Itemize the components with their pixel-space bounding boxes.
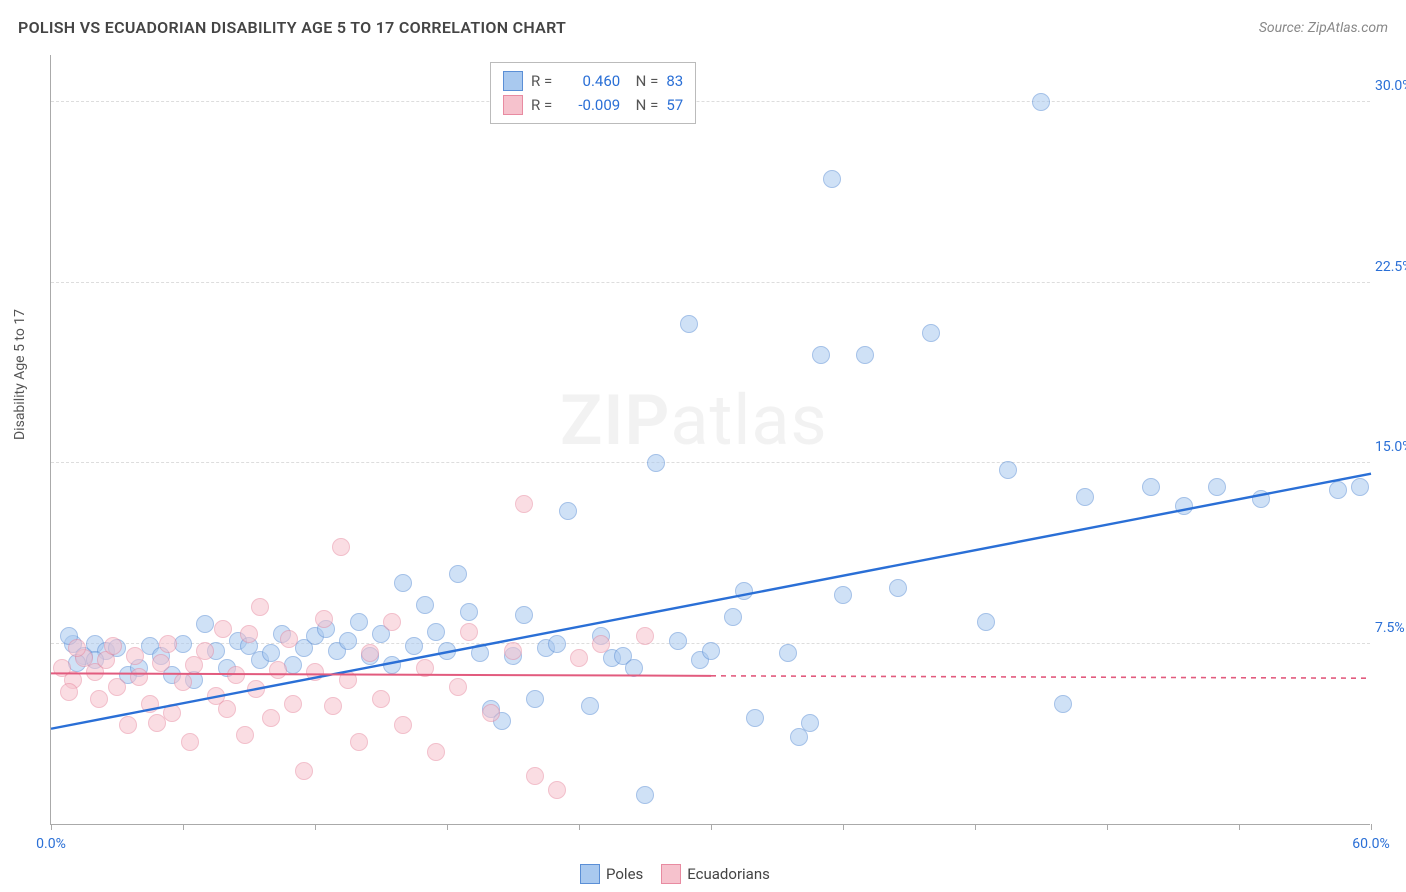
- legend-swatch: [503, 71, 523, 91]
- y-tick-label: 7.5%: [1375, 620, 1406, 636]
- source-credit: Source: ZipAtlas.com: [1259, 20, 1388, 36]
- legend-swatch: [503, 95, 523, 115]
- series-legend: Poles Ecuadorians: [580, 864, 770, 884]
- y-tick-label: 30.0%: [1375, 78, 1406, 94]
- legend-swatch: [580, 864, 600, 884]
- x-tick-label: 0.0%: [36, 836, 66, 852]
- y-axis-label: Disability Age 5 to 17: [12, 309, 28, 440]
- series-legend-label: Ecuadorians: [687, 865, 770, 883]
- trendlines-layer: [51, 55, 1370, 824]
- trendline: [711, 676, 1371, 678]
- x-tick: [579, 824, 580, 830]
- stat-n-label: N =: [628, 72, 658, 90]
- series-legend-item: Poles: [580, 864, 643, 884]
- x-tick: [315, 824, 316, 830]
- series-legend-item: Ecuadorians: [661, 864, 770, 884]
- x-tick: [843, 824, 844, 830]
- correlation-legend-row: R = -0.009 N = 57: [503, 93, 683, 117]
- x-tick: [183, 824, 184, 830]
- chart-title: POLISH VS ECUADORIAN DISABILITY AGE 5 TO…: [18, 18, 566, 37]
- trendline: [51, 474, 1371, 729]
- stat-r-value: 0.460: [560, 72, 620, 90]
- stat-r-label: R =: [531, 72, 552, 90]
- y-tick-label: 15.0%: [1375, 439, 1406, 455]
- stat-r-value: -0.009: [560, 96, 620, 114]
- series-legend-label: Poles: [606, 865, 643, 883]
- plot-area: 7.5%15.0%22.5%30.0%0.0%60.0%: [50, 55, 1370, 825]
- x-tick: [447, 824, 448, 830]
- y-tick-label: 22.5%: [1375, 259, 1406, 275]
- legend-swatch: [661, 864, 681, 884]
- stat-n-value: 57: [666, 96, 683, 114]
- x-tick: [1371, 824, 1372, 830]
- x-tick-label: 60.0%: [1352, 836, 1390, 852]
- stat-n-label: N =: [628, 96, 658, 114]
- correlation-legend-row: R = 0.460 N = 83: [503, 69, 683, 93]
- correlation-legend: R = 0.460 N = 83 R = -0.009 N = 57: [490, 62, 696, 124]
- x-tick: [1239, 824, 1240, 830]
- trendline: [51, 673, 711, 675]
- x-tick: [975, 824, 976, 830]
- stat-r-label: R =: [531, 96, 552, 114]
- x-tick: [1107, 824, 1108, 830]
- stat-n-value: 83: [666, 72, 683, 90]
- x-tick: [51, 824, 52, 830]
- x-tick: [711, 824, 712, 830]
